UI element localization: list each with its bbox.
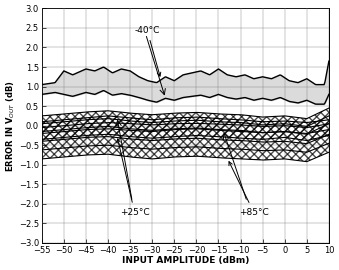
Text: +25°C: +25°C (117, 139, 149, 217)
Text: +85°C: +85°C (229, 162, 269, 217)
Y-axis label: ERROR IN V$_{OUT}$ (dB): ERROR IN V$_{OUT}$ (dB) (5, 80, 17, 171)
Text: -40°C: -40°C (135, 26, 161, 76)
X-axis label: INPUT AMPLITUDE (dBm): INPUT AMPLITUDE (dBm) (122, 256, 249, 265)
